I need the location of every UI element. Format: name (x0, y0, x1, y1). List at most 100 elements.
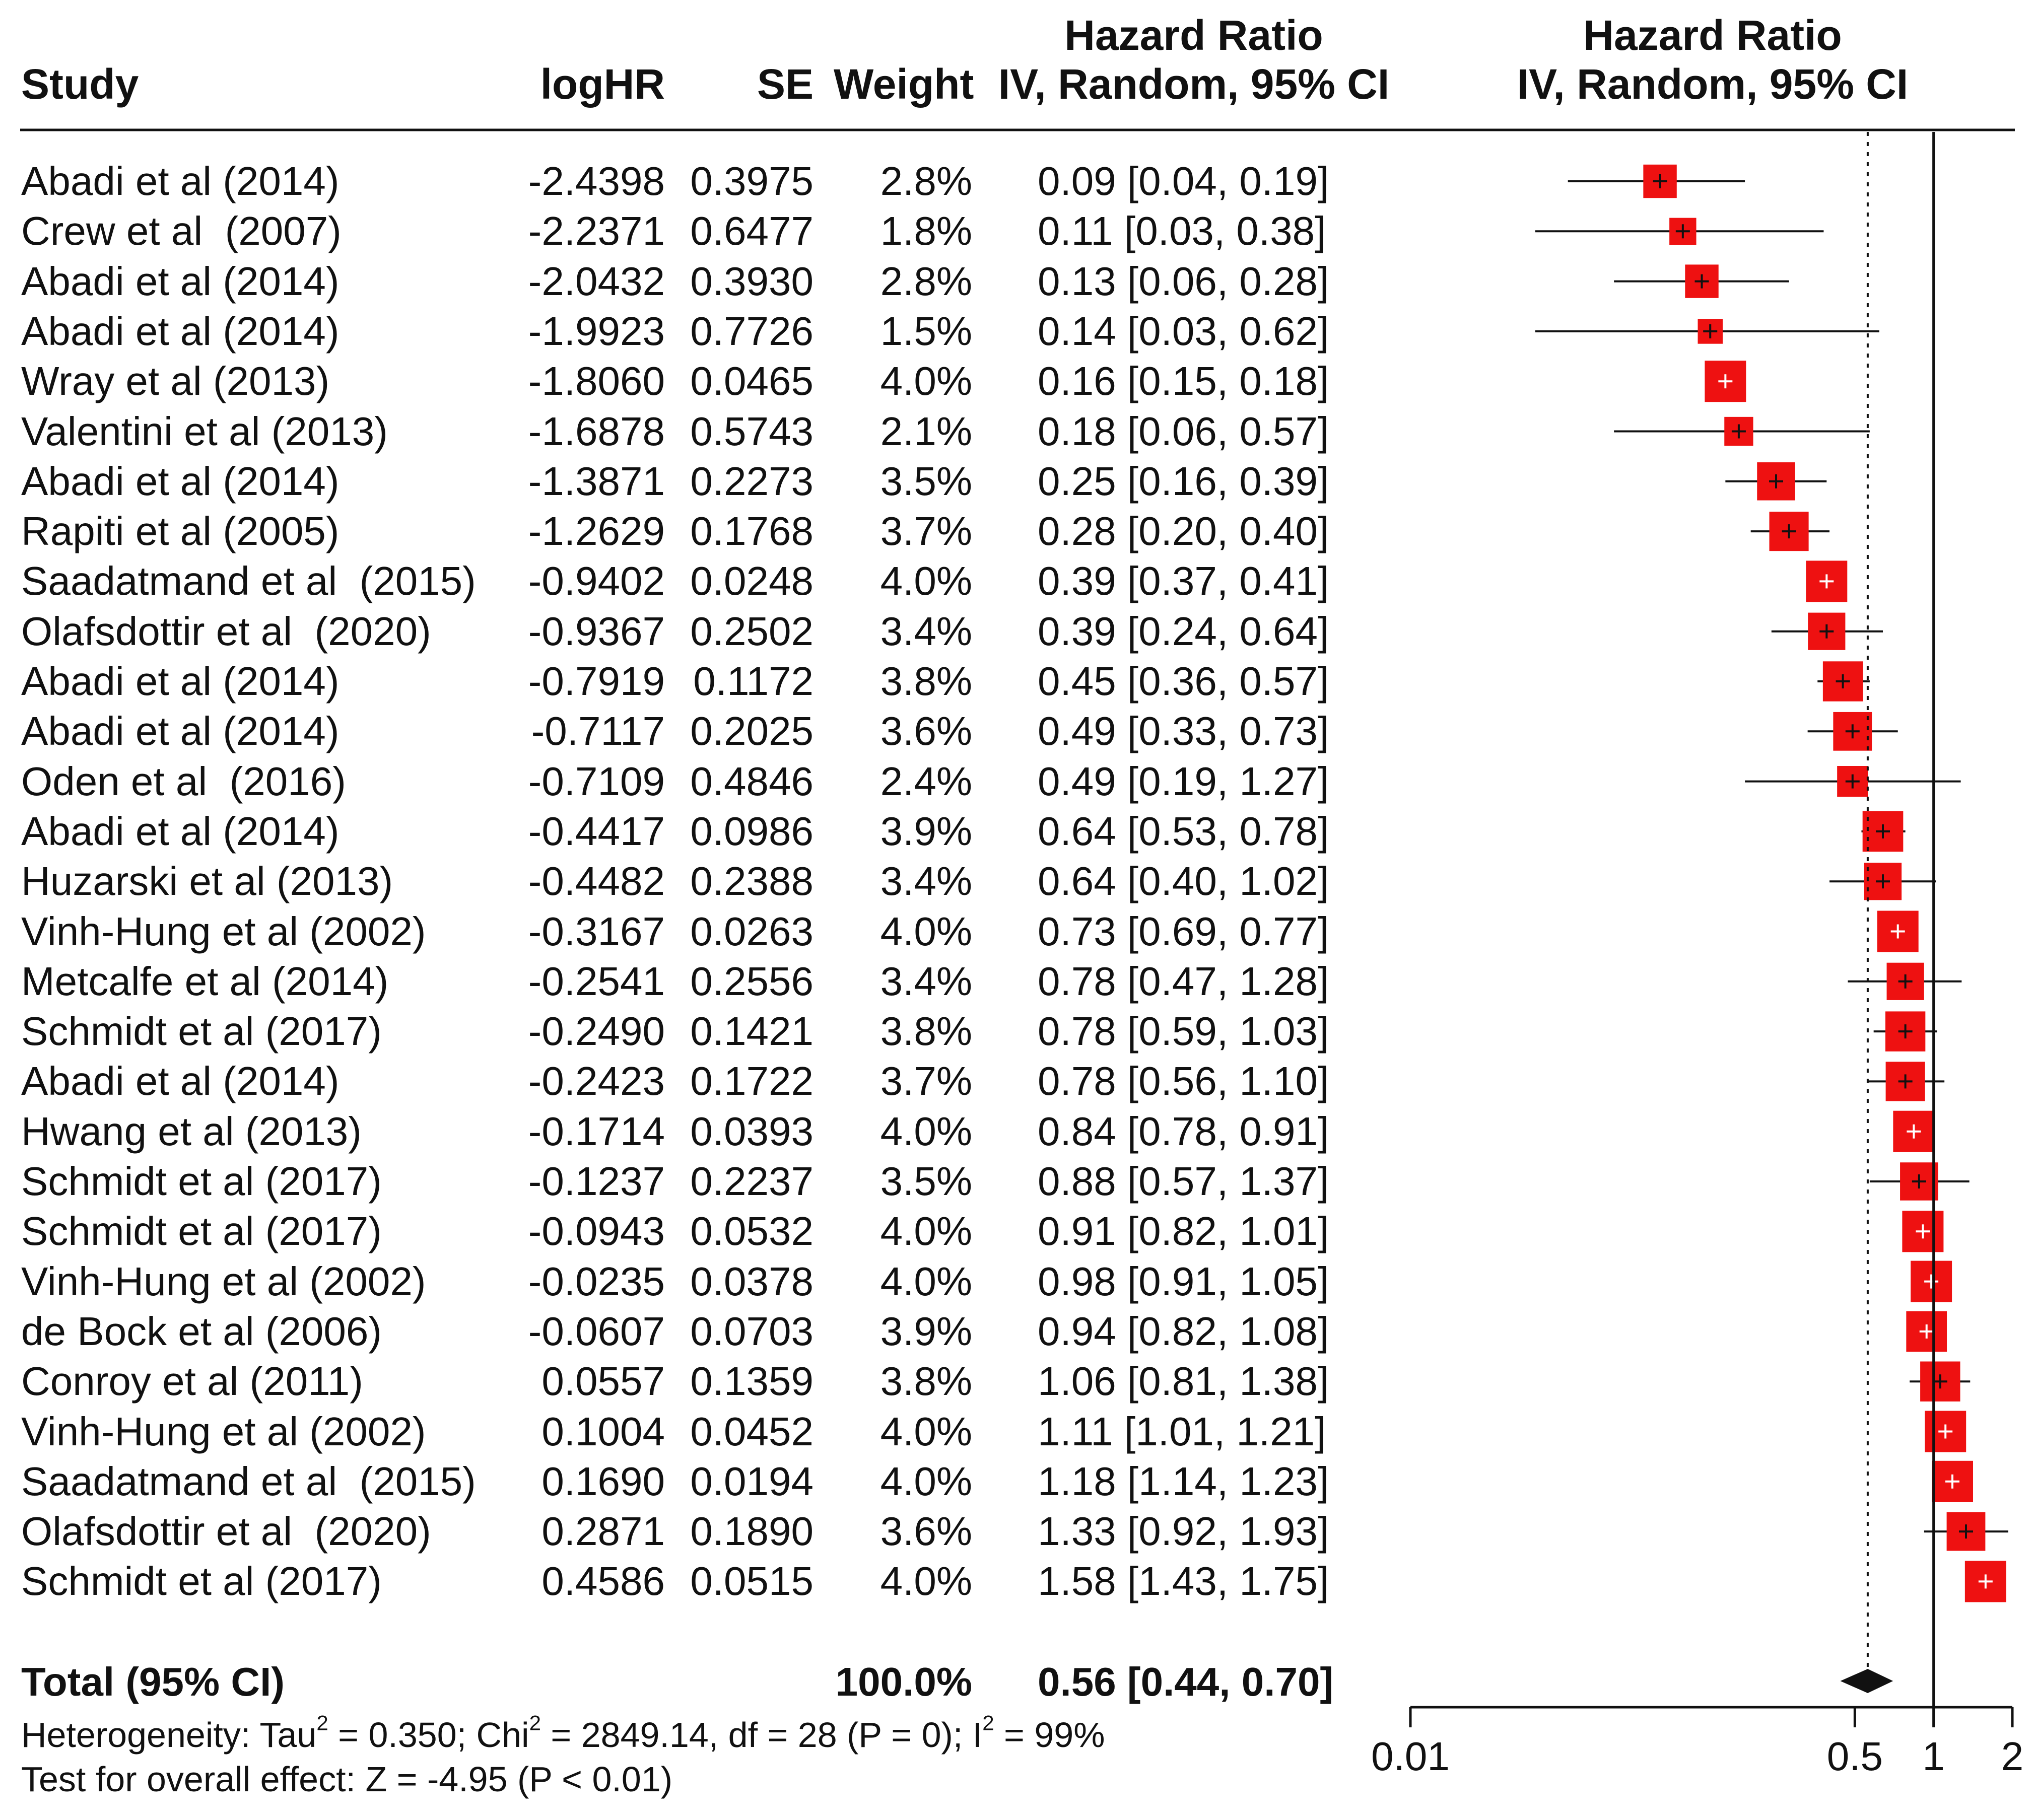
study-weight: 4.0% (880, 1559, 972, 1604)
study-loghr: -2.4398 (528, 159, 665, 203)
overall-effect-text: Test for overall effect: Z = -4.95 (P < … (21, 1760, 673, 1799)
study-loghr: -1.6878 (528, 408, 665, 454)
study-ci: 0.16 [0.15, 0.18] (1038, 359, 1329, 404)
study-name: Abadi et al (2014) (21, 159, 340, 203)
header-loghr: logHR (540, 60, 665, 108)
study-weight: 3.7% (880, 1059, 972, 1104)
study-weight: 3.8% (880, 1359, 972, 1404)
study-name: Abadi et al (2014) (21, 458, 340, 504)
study-se: 0.0703 (690, 1308, 813, 1354)
study-weight: 2.8% (880, 159, 972, 203)
study-loghr: -1.9923 (528, 308, 665, 354)
study-ci: 0.64 [0.40, 1.02] (1038, 859, 1329, 904)
study-ci: 0.78 [0.47, 1.28] (1038, 958, 1329, 1004)
study-name: Abadi et al (2014) (21, 1059, 340, 1104)
study-se: 0.1172 (693, 659, 813, 704)
study-name: Vinh-Hung et al (2002) (21, 1258, 426, 1304)
study-loghr: 0.1004 (541, 1409, 665, 1454)
study-loghr: 0.2871 (541, 1509, 665, 1554)
study-name: Valentini et al (2013) (21, 408, 388, 454)
study-ci: 0.25 [0.16, 0.39] (1038, 458, 1329, 504)
study-name: Schmidt et al (2017) (21, 1159, 382, 1204)
study-weight: 3.8% (880, 1009, 972, 1054)
study-se: 0.0452 (690, 1409, 813, 1454)
study-se: 0.2502 (690, 608, 813, 654)
study-loghr: -1.2629 (528, 509, 665, 554)
study-se: 0.3975 (690, 159, 813, 203)
study-se: 0.0263 (690, 908, 813, 954)
study-loghr: -0.0607 (528, 1308, 665, 1354)
study-se: 0.7726 (690, 308, 813, 354)
header-se: SE (757, 60, 813, 108)
header-plot-title: Hazard Ratio (1583, 12, 1842, 59)
study-loghr: -0.0235 (528, 1258, 665, 1304)
study-se: 0.5743 (690, 408, 813, 454)
study-loghr: 0.4586 (541, 1559, 665, 1604)
study-name: Vinh-Hung et al (2002) (21, 908, 426, 954)
study-weight: 4.0% (880, 1108, 972, 1154)
study-name: Schmidt et al (2017) (21, 1209, 382, 1254)
study-se: 0.2556 (690, 958, 813, 1004)
study-name: Crew et al (2007) (21, 208, 342, 254)
study-ci: 0.11 [0.03, 0.38] (1038, 208, 1326, 254)
study-name: Olafsdottir et al (2020) (21, 608, 431, 654)
study-ci: 0.73 [0.69, 0.77] (1038, 908, 1329, 954)
study-weight: 4.0% (880, 1209, 972, 1254)
study-se: 0.0194 (690, 1458, 813, 1504)
x-axis-tick-label: 2 (2001, 1734, 2024, 1779)
study-name: Schmidt et al (2017) (21, 1559, 382, 1604)
x-axis-tick-label: 1 (1922, 1734, 1945, 1779)
study-ci: 0.49 [0.19, 1.27] (1038, 758, 1329, 804)
heterogeneity-text: Heterogeneity: Tau2 = 0.350; Chi2 = 2849… (21, 1711, 1105, 1755)
study-weight: 3.7% (880, 509, 972, 554)
study-ci: 0.18 [0.06, 0.57] (1038, 408, 1329, 454)
study-ci: 0.84 [0.78, 0.91] (1038, 1108, 1329, 1154)
study-loghr: -0.7919 (528, 659, 665, 704)
study-ci: 0.14 [0.03, 0.62] (1038, 308, 1329, 354)
study-ci: 0.98 [0.91, 1.05] (1038, 1258, 1329, 1304)
total-weight: 100.0% (835, 1659, 972, 1704)
header-plot-subtitle: IV, Random, 95% CI (1517, 60, 1909, 108)
study-weight: 4.0% (880, 1258, 972, 1304)
study-se: 0.0393 (690, 1108, 813, 1154)
study-se: 0.0378 (690, 1258, 813, 1304)
study-loghr: -0.4482 (528, 859, 665, 904)
study-ci: 0.64 [0.53, 0.78] (1038, 808, 1329, 854)
study-name: Saadatmand et al (2015) (21, 558, 476, 604)
study-se: 0.1768 (690, 509, 813, 554)
study-ci: 1.11 [1.01, 1.21] (1038, 1409, 1326, 1454)
study-ci: 0.49 [0.33, 0.73] (1038, 709, 1329, 754)
study-ci: 0.39 [0.37, 0.41] (1038, 558, 1329, 604)
study-ci: 1.06 [0.81, 1.38] (1038, 1359, 1329, 1404)
study-weight: 1.8% (880, 208, 972, 254)
study-ci: 0.09 [0.04, 0.19] (1038, 159, 1329, 203)
study-weight: 3.9% (880, 808, 972, 854)
study-loghr: -0.1237 (528, 1159, 665, 1204)
study-name: Huzarski et al (2013) (21, 859, 393, 904)
study-loghr: -0.2490 (528, 1009, 665, 1054)
study-se: 0.0532 (690, 1209, 813, 1254)
study-se: 0.4846 (690, 758, 813, 804)
study-name: Metcalfe et al (2014) (21, 958, 389, 1004)
total-label: Total (95% CI) (21, 1659, 285, 1704)
study-ci: 0.94 [0.82, 1.08] (1038, 1308, 1329, 1354)
study-loghr: -1.8060 (528, 359, 665, 404)
study-ci: 0.28 [0.20, 0.40] (1038, 509, 1329, 554)
study-name: Schmidt et al (2017) (21, 1009, 382, 1054)
x-axis-tick-label: 0.5 (1827, 1734, 1883, 1779)
study-ci: 0.39 [0.24, 0.64] (1038, 608, 1329, 654)
pooled-diamond (1840, 1669, 1893, 1693)
study-loghr: -0.3167 (528, 908, 665, 954)
study-weight: 3.8% (880, 659, 972, 704)
study-se: 0.0986 (690, 808, 813, 854)
study-loghr: -0.0943 (528, 1209, 665, 1254)
study-se: 0.0465 (690, 359, 813, 404)
study-loghr: -0.2423 (528, 1059, 665, 1104)
study-se: 0.2273 (690, 458, 813, 504)
study-weight: 3.9% (880, 1308, 972, 1354)
study-ci: 0.78 [0.59, 1.03] (1038, 1009, 1329, 1054)
study-loghr: -0.4417 (528, 808, 665, 854)
study-ci: 0.13 [0.06, 0.28] (1038, 258, 1329, 304)
header-weight: Weight (834, 60, 974, 108)
